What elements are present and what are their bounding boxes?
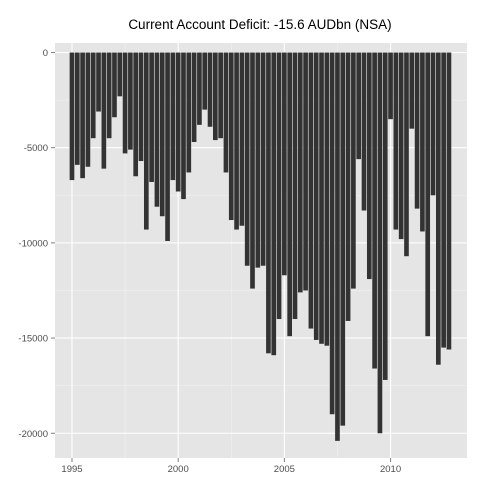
bar	[292, 52, 298, 320]
bar	[335, 52, 340, 441]
bar	[308, 52, 314, 329]
bar	[191, 52, 197, 142]
bar	[361, 52, 367, 211]
bar	[228, 52, 234, 221]
bar	[112, 52, 117, 118]
bar	[303, 52, 308, 291]
bar	[223, 52, 229, 173]
bar	[313, 52, 319, 340]
bar	[218, 52, 223, 139]
bar	[420, 52, 425, 232]
bar	[393, 52, 399, 230]
bar	[324, 52, 330, 346]
x-tick-label: 1995	[61, 464, 82, 475]
bar	[213, 52, 218, 141]
bar	[69, 52, 75, 181]
bar	[234, 52, 239, 230]
y-tick-label: -15000	[18, 334, 48, 345]
bar	[409, 52, 415, 129]
bar	[372, 52, 377, 369]
bar	[80, 52, 85, 179]
y-tick-label: 0	[43, 48, 48, 59]
x-axis: 1995 2000 2005 2010	[61, 458, 401, 475]
bar	[340, 52, 346, 426]
bar	[133, 52, 139, 177]
bar	[425, 52, 431, 337]
bar	[90, 52, 96, 139]
bar	[128, 52, 133, 150]
bar	[356, 52, 362, 160]
bar	[388, 52, 393, 120]
bar	[175, 52, 181, 192]
x-tick-label: 2010	[380, 464, 401, 475]
bar	[149, 52, 154, 182]
bar	[404, 52, 409, 257]
bar	[435, 52, 441, 365]
y-tick-label: -20000	[18, 429, 48, 440]
bar	[170, 52, 176, 181]
bar	[441, 52, 446, 348]
bar	[430, 52, 436, 196]
bar	[197, 52, 202, 125]
y-tick-label: -5000	[24, 143, 48, 154]
bar	[186, 52, 192, 173]
bar	[138, 52, 144, 162]
bar	[181, 52, 186, 200]
bar	[154, 52, 160, 207]
bar	[255, 52, 261, 268]
bar	[244, 52, 250, 266]
bar	[266, 52, 271, 354]
bar	[398, 52, 404, 240]
bar	[351, 52, 356, 289]
bar	[106, 52, 112, 139]
bar	[117, 52, 123, 97]
bar	[260, 52, 266, 266]
bar	[271, 52, 277, 356]
x-tick-label: 2000	[168, 464, 189, 475]
bar	[74, 52, 80, 165]
bar	[143, 52, 149, 230]
bar	[329, 52, 335, 415]
bar	[165, 52, 170, 241]
bar	[159, 52, 165, 217]
bar	[282, 52, 287, 276]
bar	[345, 52, 351, 321]
bar	[446, 52, 452, 350]
bar	[377, 52, 383, 434]
bar	[239, 52, 245, 226]
bar	[85, 52, 91, 167]
bar	[122, 52, 128, 154]
bar	[366, 52, 372, 280]
chart-title: Current Account Deficit: -15.6 AUDbn (NS…	[128, 17, 391, 32]
y-axis: 0 -5000 -10000 -15000 -20000	[18, 48, 55, 440]
bar	[319, 52, 324, 344]
bar	[287, 52, 292, 337]
bar	[250, 52, 255, 289]
bar	[101, 52, 107, 169]
bar	[207, 52, 213, 127]
bar-series	[69, 52, 452, 441]
bar	[96, 52, 101, 112]
bar	[297, 52, 303, 293]
x-tick-label: 2005	[274, 464, 295, 475]
bar	[202, 52, 208, 110]
bar	[276, 52, 282, 320]
bar	[382, 52, 388, 380]
y-tick-label: -10000	[18, 238, 48, 249]
bar	[414, 52, 420, 209]
